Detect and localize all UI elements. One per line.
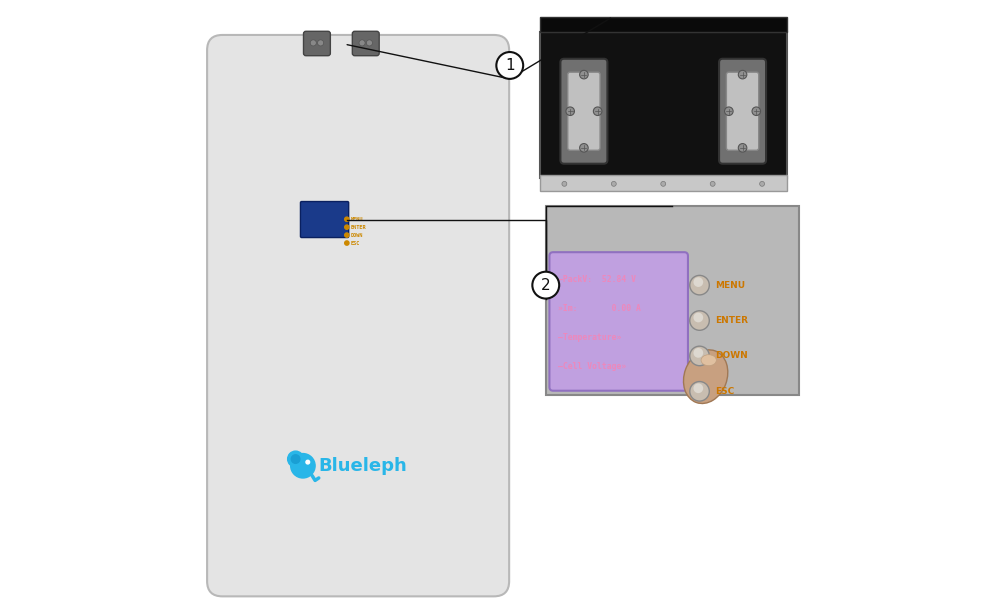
- Circle shape: [593, 107, 602, 115]
- Circle shape: [532, 272, 559, 299]
- Circle shape: [366, 40, 372, 46]
- Circle shape: [345, 233, 349, 237]
- Circle shape: [562, 181, 567, 186]
- Text: Blueleph: Blueleph: [319, 457, 408, 475]
- Circle shape: [738, 143, 747, 152]
- FancyBboxPatch shape: [207, 35, 509, 596]
- Text: —PackV:  52.84 V: —PackV: 52.84 V: [558, 275, 636, 284]
- Circle shape: [566, 107, 574, 115]
- FancyBboxPatch shape: [304, 31, 330, 56]
- Text: ESC: ESC: [351, 240, 360, 246]
- Circle shape: [693, 313, 703, 322]
- Circle shape: [661, 181, 666, 186]
- Circle shape: [345, 225, 349, 229]
- Circle shape: [318, 40, 324, 46]
- Ellipse shape: [683, 350, 728, 403]
- Text: ESC: ESC: [715, 387, 734, 396]
- Circle shape: [690, 381, 709, 401]
- Circle shape: [738, 70, 747, 79]
- Circle shape: [710, 181, 715, 186]
- FancyBboxPatch shape: [549, 252, 688, 390]
- FancyBboxPatch shape: [352, 31, 379, 56]
- Circle shape: [760, 181, 765, 186]
- Circle shape: [690, 311, 709, 330]
- Text: DOWN: DOWN: [351, 232, 364, 238]
- Circle shape: [611, 181, 616, 186]
- Circle shape: [345, 241, 349, 245]
- Circle shape: [288, 451, 304, 467]
- Text: 1: 1: [505, 58, 515, 73]
- Circle shape: [580, 143, 588, 152]
- FancyBboxPatch shape: [546, 206, 799, 395]
- Text: ENTER: ENTER: [351, 225, 367, 230]
- Ellipse shape: [701, 355, 716, 366]
- Circle shape: [690, 346, 709, 366]
- FancyBboxPatch shape: [719, 59, 766, 164]
- Bar: [540, 17, 787, 32]
- Circle shape: [580, 70, 588, 79]
- Bar: [540, 175, 787, 191]
- Circle shape: [725, 107, 733, 115]
- Circle shape: [345, 217, 349, 221]
- Circle shape: [306, 460, 310, 464]
- Text: MENU: MENU: [715, 281, 745, 289]
- Text: 2: 2: [541, 278, 551, 292]
- Circle shape: [291, 455, 300, 463]
- FancyBboxPatch shape: [207, 44, 238, 575]
- Circle shape: [310, 40, 316, 46]
- Circle shape: [496, 52, 523, 79]
- Text: —Cell Voltage»: —Cell Voltage»: [558, 362, 626, 371]
- Bar: [540, 32, 787, 178]
- Circle shape: [693, 383, 703, 393]
- Circle shape: [291, 454, 315, 478]
- FancyBboxPatch shape: [568, 72, 600, 150]
- Text: DOWN: DOWN: [715, 351, 748, 360]
- FancyBboxPatch shape: [726, 72, 759, 150]
- Text: —Temperature»: —Temperature»: [558, 333, 621, 342]
- Circle shape: [690, 275, 709, 295]
- Text: ENTER: ENTER: [715, 316, 748, 325]
- Circle shape: [693, 348, 703, 358]
- FancyBboxPatch shape: [560, 59, 607, 164]
- Circle shape: [693, 277, 703, 287]
- Circle shape: [359, 40, 365, 46]
- Text: MENU: MENU: [351, 217, 364, 222]
- Text: »Im:       0.00 A: »Im: 0.00 A: [558, 304, 641, 313]
- Circle shape: [752, 107, 761, 115]
- FancyBboxPatch shape: [300, 202, 349, 238]
